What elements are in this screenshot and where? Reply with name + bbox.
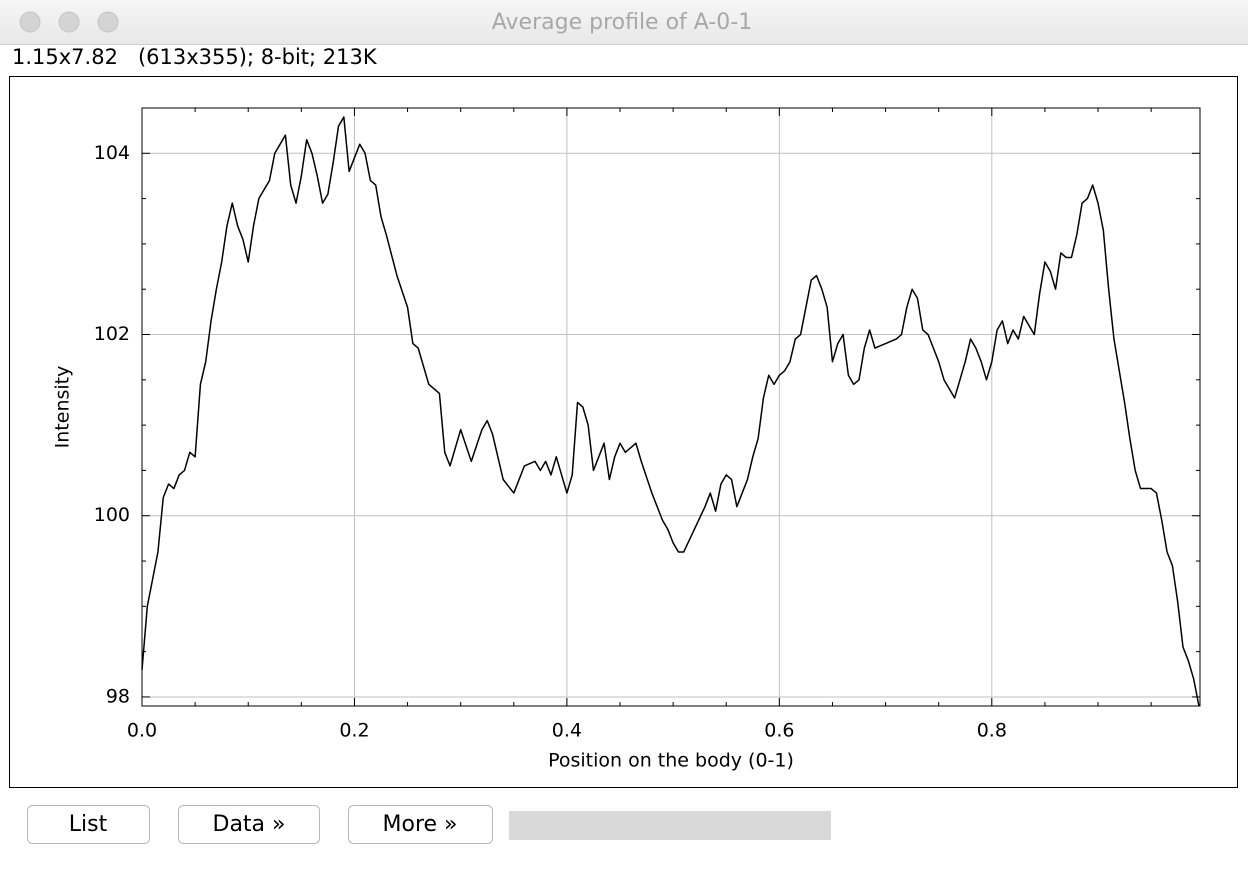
image-info: 1.15x7.82 (613x355); 8-bit; 213K — [12, 45, 378, 69]
plot-area — [141, 107, 1201, 707]
y-tick-label: 104 — [94, 142, 130, 164]
button-label[interactable]: More » — [383, 812, 458, 837]
button-label[interactable]: Data » — [213, 812, 286, 837]
y-tick-label: 98 — [106, 685, 130, 707]
title-bar — [0, 0, 1248, 44]
more-button[interactable]: More » — [348, 805, 493, 844]
list-button[interactable]: List — [27, 805, 150, 844]
profile-line — [141, 116, 1200, 707]
x-tick-label: 0.4 — [552, 720, 582, 742]
x-axis-label: Position on the body (0-1) — [548, 750, 794, 772]
x-tick-label: 0.2 — [339, 720, 369, 742]
minimize-button[interactable] — [58, 11, 80, 33]
y-axis-label: Intensity — [52, 366, 74, 449]
x-tick-label: 0.0 — [127, 720, 157, 742]
y-tick-label: 100 — [94, 504, 130, 526]
zoom-button[interactable] — [97, 11, 119, 33]
x-tick-label: 0.8 — [977, 720, 1007, 742]
progress-bar — [509, 811, 831, 840]
x-tick-label: 0.6 — [764, 720, 794, 742]
close-button[interactable] — [19, 11, 41, 33]
plot-frame — [9, 76, 1238, 788]
button-label[interactable]: List — [69, 812, 108, 837]
y-tick-label: 102 — [94, 323, 130, 345]
data-button[interactable]: Data » — [178, 805, 320, 844]
window-title: Average profile of A-0-1 — [492, 10, 752, 35]
